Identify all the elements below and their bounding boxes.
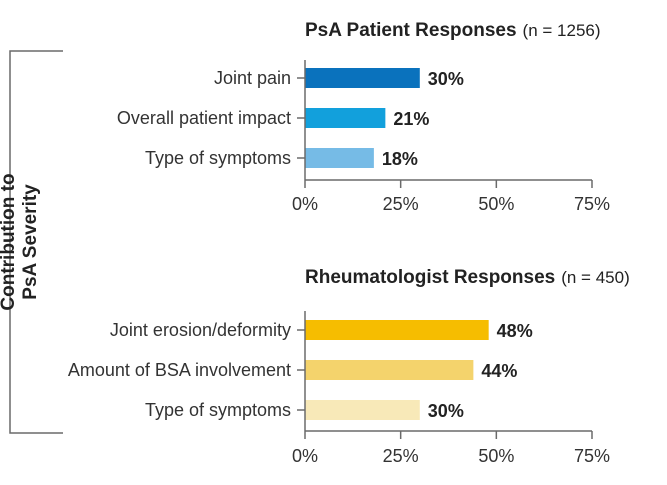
- value-label: 48%: [497, 321, 533, 341]
- x-tick-label: 0%: [292, 194, 318, 214]
- x-tick-label: 50%: [478, 194, 514, 214]
- x-tick-label: 0%: [292, 446, 318, 466]
- panel-title-sample-size: (n = 1256): [523, 21, 601, 40]
- category-label: Overall patient impact: [117, 108, 291, 128]
- category-label: Joint erosion/deformity: [110, 320, 291, 340]
- x-tick-label: 50%: [478, 446, 514, 466]
- x-tick-label: 75%: [574, 194, 610, 214]
- side-label-line-2: PsA Severity: [20, 184, 41, 300]
- panel-title-sample-size: (n = 450): [561, 268, 630, 287]
- side-label-line-1: Contribution to: [0, 173, 19, 310]
- x-tick-label: 25%: [383, 194, 419, 214]
- bar: [305, 68, 420, 88]
- category-label: Type of symptoms: [145, 400, 291, 420]
- value-label: 30%: [428, 401, 464, 421]
- panel-title-main: PsA Patient Responses: [305, 20, 517, 41]
- x-tick-label: 75%: [574, 446, 610, 466]
- severity-bracket: [9, 50, 63, 434]
- panel-title-main: Rheumatologist Responses: [305, 267, 555, 288]
- value-label: 21%: [393, 109, 429, 129]
- bar: [305, 148, 374, 168]
- chart-panel-1: PsA Patient Responses (n = 1256) Joint pai…: [117, 20, 610, 214]
- panel-title: PsA Patient Responses (n = 1256): [305, 20, 601, 41]
- category-label: Joint pain: [214, 68, 291, 88]
- bar: [305, 108, 386, 128]
- x-tick-label: 25%: [383, 446, 419, 466]
- bar: [305, 400, 420, 420]
- category-label: Amount of BSA involvement: [68, 360, 291, 380]
- chart-panels: PsA Patient Responses (n = 1256) Joint pai…: [68, 20, 630, 466]
- bar: [305, 360, 474, 380]
- chart-panel-2: Rheumatologist Responses (n = 450) Joint e…: [68, 267, 630, 466]
- bar: [305, 320, 489, 340]
- category-label: Type of symptoms: [145, 148, 291, 168]
- panel-title: Rheumatologist Responses (n = 450): [305, 267, 630, 288]
- value-label: 30%: [428, 69, 464, 89]
- value-label: 44%: [481, 361, 517, 381]
- value-label: 18%: [382, 149, 418, 169]
